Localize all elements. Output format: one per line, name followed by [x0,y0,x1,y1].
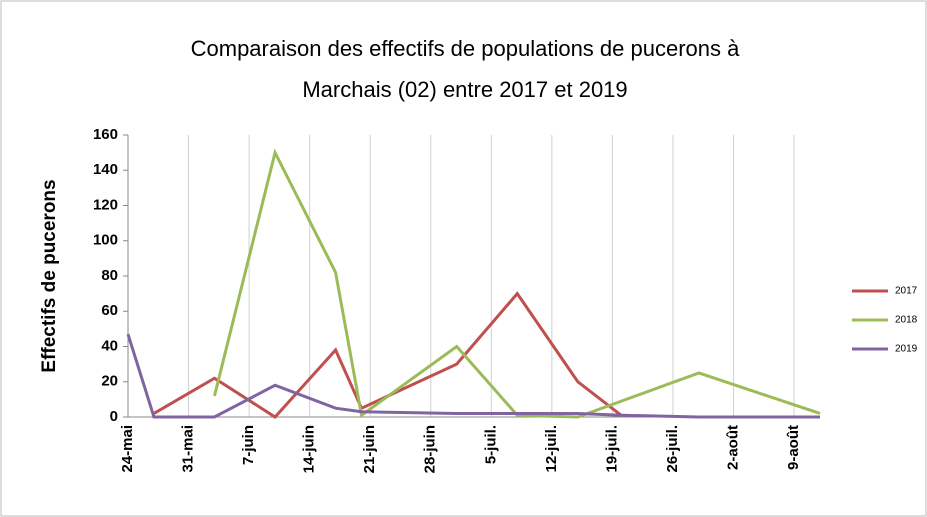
x-tick-label: 28-juin [422,425,439,473]
y-tick-label: 20 [101,373,118,390]
legend-label: 2019 [895,344,918,355]
data-line [213,148,821,419]
legend-label: 2017 [895,286,918,297]
x-tick-label: 31-mai [180,425,197,473]
y-axis-label: Effectifs de pucerons [39,179,60,372]
chart-title: Marchais (02) entre 2017 et 2019 [302,77,627,102]
y-tick-label: 0 [110,408,118,425]
y-tick-label: 80 [101,267,118,284]
legend-label: 2018 [895,315,918,326]
y-tick-label: 160 [93,126,118,143]
chart-title: Comparaison des effectifs de populations… [191,36,740,61]
y-tick-label: 40 [101,337,118,354]
x-tick-label: 7-juin [240,425,257,465]
x-tick-label: 26-juil. [664,425,681,473]
y-tick-label: 100 [93,232,118,249]
x-tick-label: 24-mai [119,425,136,473]
y-tick-label: 140 [93,161,118,178]
y-tick-label: 60 [101,302,118,319]
data-line [126,333,820,419]
x-tick-label: 2-août [724,425,741,470]
x-tick-label: 5-juil. [482,425,499,464]
y-tick-label: 120 [93,196,118,213]
x-tick-label: 14-juin [301,425,318,473]
x-tick-label: 9-août [785,425,802,470]
x-tick-label: 12-juil. [543,425,560,473]
x-tick-label: 21-juin [361,425,378,473]
x-tick-label: 19-juil. [603,425,620,473]
